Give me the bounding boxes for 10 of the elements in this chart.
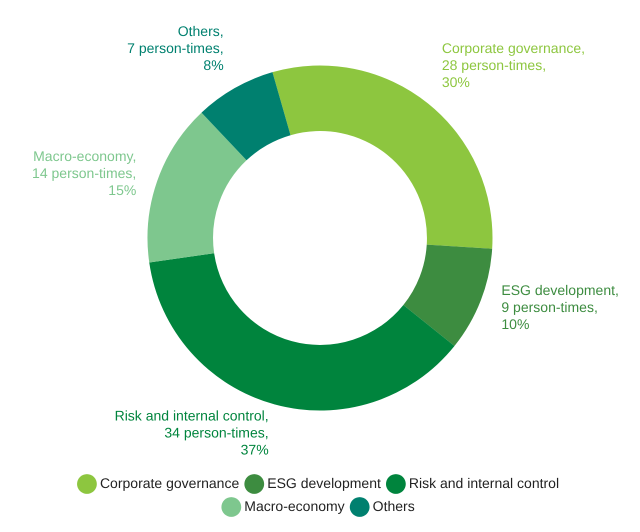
data-label: Others, 7 person-times, 8%: [127, 22, 224, 73]
legend-label: Risk and internal control: [408, 474, 560, 491]
data-label: Risk and internal control, 34 person-times, 37%: [114, 407, 269, 458]
legend-label: Macro-economy: [244, 498, 345, 514]
legend-label: ESG development: [267, 474, 381, 491]
legend-label: Corporate governance: [100, 474, 240, 491]
data-label: Macro-economy, 14 person-times, 15%: [32, 148, 136, 198]
data-label: ESG development, 9 person-times, 10%: [501, 282, 619, 332]
data-label: Corporate governance, 28 person-times, 30%: [442, 40, 586, 90]
legend-label: Others: [372, 498, 415, 514]
